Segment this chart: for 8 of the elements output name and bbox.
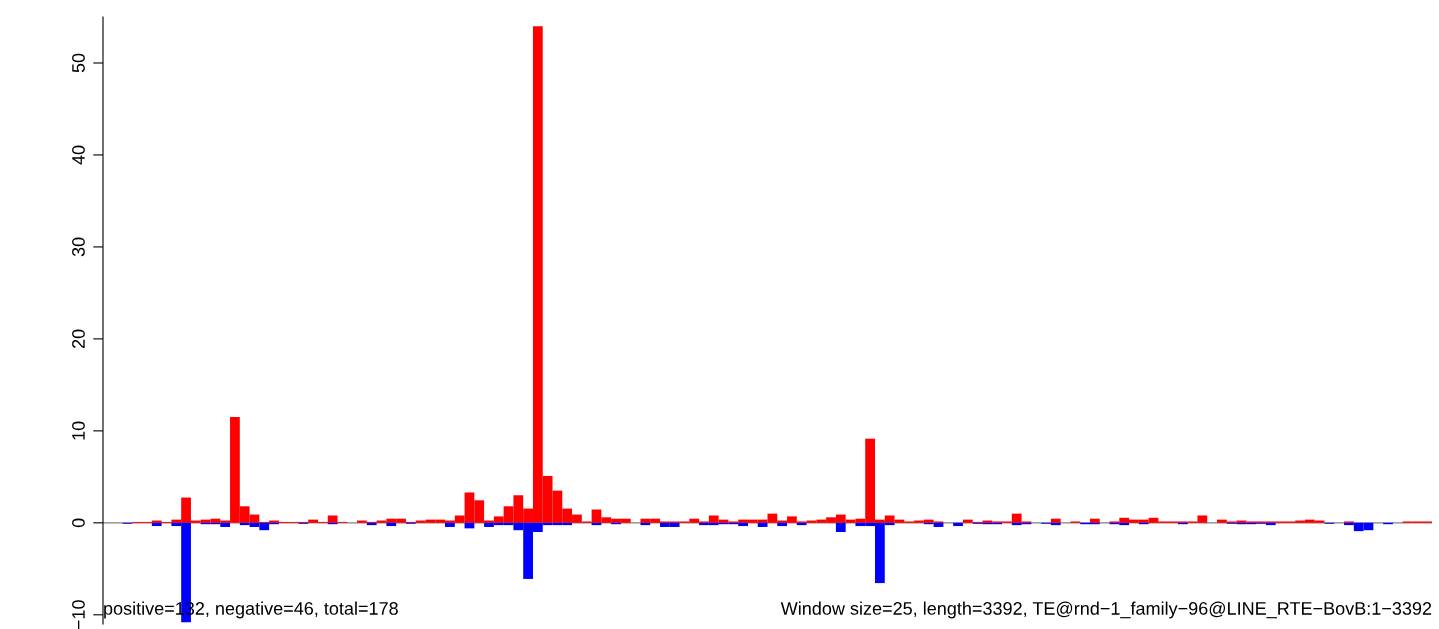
annotation: Window size=25, length=3392, TE@rnd−1_family−96@LINE_RTE−BovB:1−3392 (780, 601, 1432, 619)
y-tick-label: 40 (72, 145, 85, 165)
y-tick-label: 20 (72, 329, 85, 349)
y-tick-label: −10 (72, 600, 85, 629)
y-tick-label: 30 (72, 237, 85, 257)
y-tick-label: 10 (72, 421, 85, 440)
y-tick-label: 50 (72, 53, 85, 73)
y-tick-label: 0 (72, 518, 85, 528)
